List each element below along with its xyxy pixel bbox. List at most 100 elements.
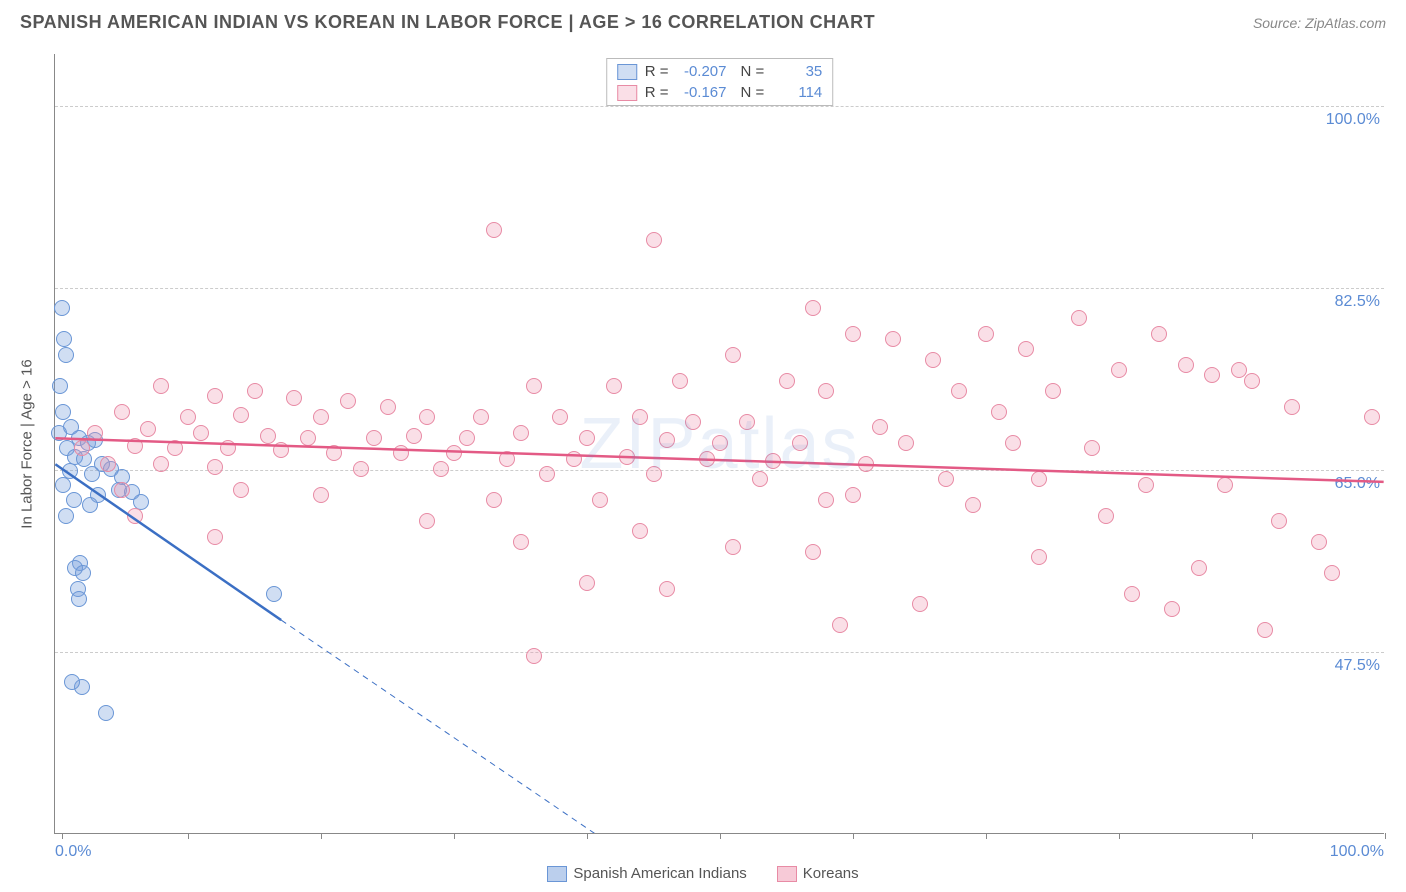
data-point [75, 565, 91, 581]
chart-header: SPANISH AMERICAN INDIAN VS KOREAN IN LAB… [0, 0, 1406, 41]
source-attribution: Source: ZipAtlas.com [1253, 15, 1386, 31]
legend-row-series2: R = -0.167 N = 114 [607, 82, 833, 103]
source-link[interactable]: ZipAtlas.com [1305, 15, 1386, 31]
data-point [340, 393, 356, 409]
data-point [87, 425, 103, 441]
r-label: R = [645, 84, 669, 101]
data-point [473, 409, 489, 425]
x-tick [188, 833, 189, 839]
data-point [486, 492, 502, 508]
data-point [566, 451, 582, 467]
gridline [55, 288, 1384, 289]
data-point [619, 449, 635, 465]
legend-bottom: Spanish American Indians Koreans [0, 865, 1406, 882]
data-point [1178, 357, 1194, 373]
data-point [1045, 383, 1061, 399]
y-tick-label: 47.5% [1335, 657, 1386, 675]
data-point [539, 466, 555, 482]
data-point [153, 378, 169, 394]
data-point [273, 442, 289, 458]
data-point [845, 487, 861, 503]
data-point [659, 581, 675, 597]
data-point [885, 331, 901, 347]
data-point [313, 487, 329, 503]
data-point [313, 409, 329, 425]
data-point [765, 453, 781, 469]
data-point [632, 523, 648, 539]
x-label-min: 0.0% [55, 843, 91, 861]
x-label-max: 100.0% [1330, 843, 1384, 861]
data-point [712, 435, 728, 451]
data-point [286, 390, 302, 406]
data-point [792, 435, 808, 451]
data-point [632, 409, 648, 425]
y-tick-label: 65.0% [1335, 475, 1386, 493]
data-point [180, 409, 196, 425]
data-point [56, 331, 72, 347]
data-point [51, 425, 67, 441]
data-point [419, 513, 435, 529]
data-point [74, 440, 90, 456]
data-point [513, 534, 529, 550]
data-point [1271, 513, 1287, 529]
data-point [1005, 435, 1021, 451]
data-point [193, 425, 209, 441]
data-point [699, 451, 715, 467]
data-point [965, 497, 981, 513]
data-point [552, 409, 568, 425]
data-point [486, 222, 502, 238]
legend-swatch-1 [617, 64, 637, 80]
data-point [1084, 440, 1100, 456]
data-point [1191, 560, 1207, 576]
correlation-legend: R = -0.207 N = 35 R = -0.167 N = 114 [606, 58, 834, 106]
data-point [114, 482, 130, 498]
data-point [978, 326, 994, 342]
data-point [114, 404, 130, 420]
data-point [951, 383, 967, 399]
data-point [938, 471, 954, 487]
data-point [858, 456, 874, 472]
legend-item-series1: Spanish American Indians [547, 865, 746, 882]
data-point [1111, 362, 1127, 378]
data-point [1031, 549, 1047, 565]
legend-row-series1: R = -0.207 N = 35 [607, 61, 833, 82]
legend-swatch-2 [617, 85, 637, 101]
data-point [912, 596, 928, 612]
gridline [55, 470, 1384, 471]
chart-title: SPANISH AMERICAN INDIAN VS KOREAN IN LAB… [20, 12, 875, 33]
data-point [52, 378, 68, 394]
y-tick-label: 100.0% [1326, 111, 1386, 129]
data-point [247, 383, 263, 399]
data-point [991, 404, 1007, 420]
data-point [832, 617, 848, 633]
data-point [805, 544, 821, 560]
data-point [1244, 373, 1260, 389]
data-point [779, 373, 795, 389]
data-point [55, 404, 71, 420]
data-point [167, 440, 183, 456]
data-point [127, 508, 143, 524]
data-point [266, 586, 282, 602]
data-point [207, 529, 223, 545]
data-point [1217, 477, 1233, 493]
data-point [419, 409, 435, 425]
n-label: N = [741, 63, 765, 80]
data-point [233, 407, 249, 423]
x-tick [986, 833, 987, 839]
x-tick [321, 833, 322, 839]
data-point [66, 492, 82, 508]
x-tick [720, 833, 721, 839]
data-point [805, 300, 821, 316]
y-axis-title: In Labor Force | Age > 16 [19, 359, 36, 528]
data-point [459, 430, 475, 446]
data-point [898, 435, 914, 451]
data-point [353, 461, 369, 477]
data-point [725, 347, 741, 363]
n-value-2: 114 [772, 84, 822, 101]
r-value-2: -0.167 [677, 84, 727, 101]
data-point [845, 326, 861, 342]
data-point [818, 383, 834, 399]
data-point [393, 445, 409, 461]
gridline [55, 106, 1384, 107]
data-point [71, 591, 87, 607]
